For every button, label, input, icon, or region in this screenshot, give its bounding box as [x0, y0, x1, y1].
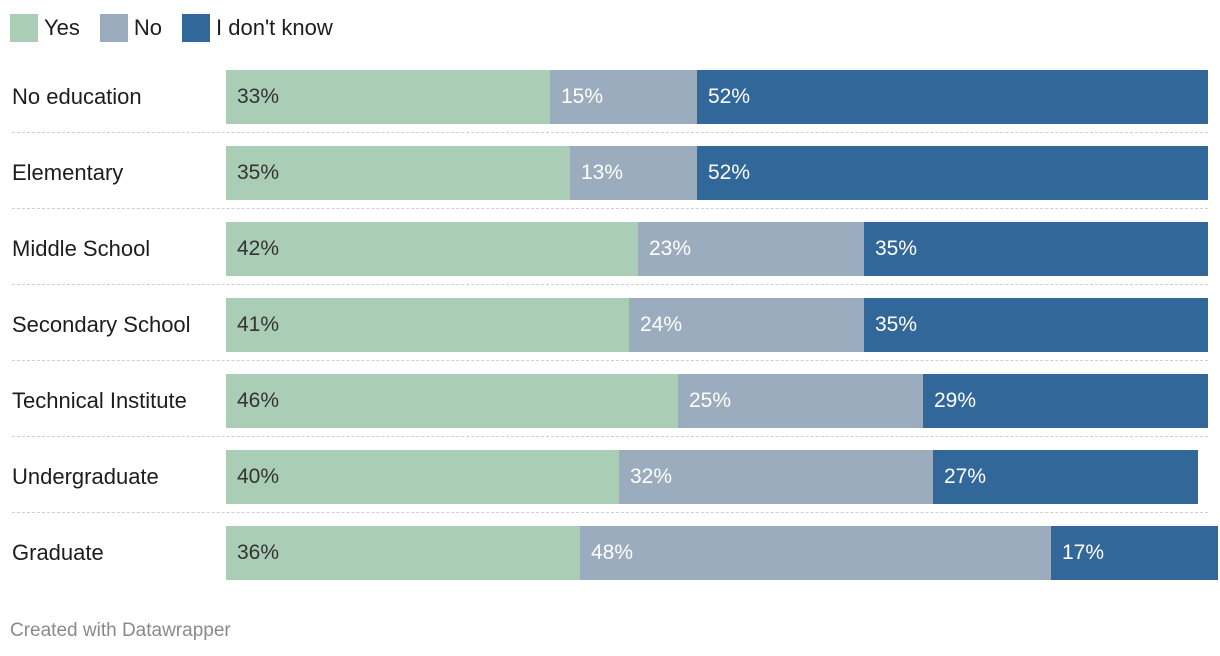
- category-label: Undergraduate: [12, 464, 159, 489]
- bar-track: 42% 23% 35%: [226, 222, 1208, 276]
- bar-segment: [226, 146, 570, 200]
- category-label: No education: [12, 84, 142, 109]
- legend-item: No: [99, 14, 163, 42]
- chart-row: Elementary 35% 13% 52%: [0, 134, 1220, 210]
- category-label: Middle School: [12, 236, 151, 261]
- legend-label: No: [133, 15, 163, 40]
- row-divider: [12, 208, 1208, 209]
- bar-segment: [923, 374, 1208, 428]
- bar-segment: [864, 298, 1208, 352]
- data-label: 40%: [237, 465, 280, 488]
- data-label: 35%: [237, 161, 280, 184]
- data-label: 35%: [875, 313, 918, 336]
- bar-segment: [226, 222, 638, 276]
- bar-segment: [697, 70, 1208, 124]
- data-label: 27%: [944, 465, 987, 488]
- data-label: 42%: [237, 237, 280, 260]
- data-label: 52%: [708, 85, 751, 108]
- data-label: 29%: [934, 389, 977, 412]
- data-label: 13%: [581, 161, 624, 184]
- legend: Yes No I don't know: [10, 13, 353, 43]
- row-divider: [12, 360, 1208, 361]
- bar-segment: [226, 450, 619, 504]
- data-label: 23%: [649, 237, 692, 260]
- bar-segment: [226, 526, 580, 580]
- legend-label: I don't know: [216, 15, 333, 40]
- category-label: Secondary School: [12, 312, 191, 337]
- bar-segment: [580, 526, 1051, 580]
- bar-segment: [226, 298, 629, 352]
- data-label: 33%: [237, 85, 280, 108]
- chart-row: Technical Institute 46% 25% 29%: [0, 362, 1220, 438]
- data-label: 17%: [1062, 541, 1105, 564]
- data-label: 25%: [689, 389, 732, 412]
- bar-segment: [638, 222, 864, 276]
- legend-label: Yes: [44, 15, 80, 40]
- bar-track: 36% 48% 17%: [226, 526, 1218, 580]
- data-label: 46%: [237, 389, 280, 412]
- bar-segment: [619, 450, 933, 504]
- data-label: 15%: [561, 85, 604, 108]
- bar-track: 35% 13% 52%: [226, 146, 1208, 200]
- legend-item: I don't know: [182, 14, 333, 42]
- data-label: 48%: [591, 541, 634, 564]
- category-label: Elementary: [12, 160, 124, 185]
- stacked-bar-chart: No education 33% 15% 52% Elementary 35% 13% 52%…: [0, 58, 1220, 590]
- bar-segment: [1051, 526, 1218, 580]
- bar-segment: [933, 450, 1198, 504]
- legend-swatch: [10, 14, 38, 42]
- bar-segment: [550, 70, 697, 124]
- chart-row: Undergraduate 40% 32% 27%: [0, 438, 1220, 514]
- chart-row: Middle School 42% 23% 35%: [0, 210, 1220, 286]
- bar-segment: [697, 146, 1208, 200]
- chart-row: Graduate 36% 48% 17%: [0, 514, 1220, 590]
- row-divider: [12, 132, 1208, 133]
- row-divider: [12, 436, 1208, 437]
- chart-row: No education 33% 15% 52%: [0, 58, 1220, 134]
- data-label: 32%: [630, 465, 673, 488]
- bar-segment: [226, 374, 678, 428]
- row-divider: [12, 284, 1208, 285]
- legend-swatch: [182, 14, 211, 42]
- category-label: Graduate: [12, 540, 104, 565]
- row-divider: [12, 512, 1208, 513]
- bar-segment: [570, 146, 698, 200]
- data-label: 36%: [237, 541, 280, 564]
- bar-segment: [678, 374, 924, 428]
- data-label: 35%: [875, 237, 918, 260]
- legend-swatch: [99, 14, 128, 42]
- bar-segment: [864, 222, 1208, 276]
- footer-credit: Created with Datawrapper: [10, 620, 231, 641]
- bar-track: 46% 25% 29%: [226, 374, 1208, 428]
- bar-track: 41% 24% 35%: [226, 298, 1208, 352]
- data-label: 52%: [708, 161, 751, 184]
- category-label: Technical Institute: [12, 388, 187, 413]
- chart-row: Secondary School 41% 24% 35%: [0, 286, 1220, 362]
- data-label: 41%: [237, 313, 280, 336]
- bar-segment: [629, 298, 865, 352]
- legend-item: Yes: [10, 14, 80, 42]
- bar-segment: [226, 70, 550, 124]
- bar-track: 33% 15% 52%: [226, 70, 1208, 124]
- bar-track: 40% 32% 27%: [226, 450, 1208, 504]
- data-label: 24%: [640, 313, 683, 336]
